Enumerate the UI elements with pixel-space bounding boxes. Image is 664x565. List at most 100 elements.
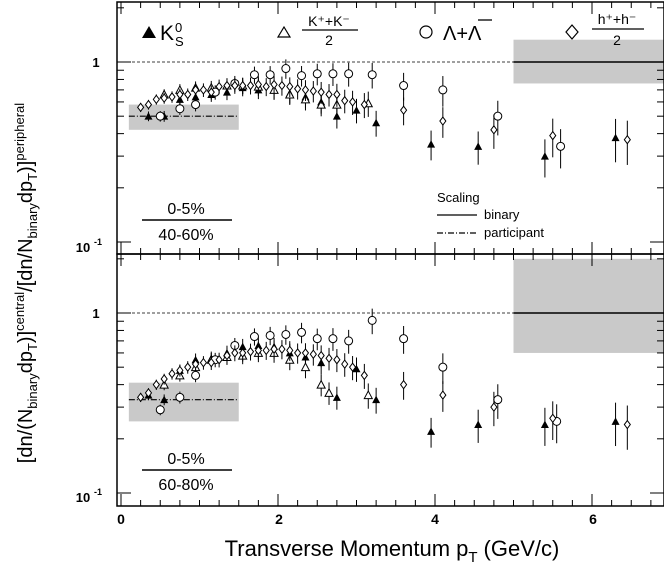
point-h-h-2 bbox=[301, 85, 310, 95]
point-k0s bbox=[332, 393, 341, 401]
legend-kpm-num: K⁺+K⁻ bbox=[308, 13, 350, 29]
point-lambda-antilambda bbox=[297, 327, 307, 337]
top-ytick-1: 1 bbox=[92, 55, 99, 70]
ylabel-p4: )] bbox=[15, 331, 37, 343]
point-h-h-2 bbox=[623, 134, 631, 145]
point-k0s bbox=[352, 364, 361, 373]
top-centrality-ratio: 0-5% 40-60% bbox=[142, 201, 232, 244]
point-h-h-2 bbox=[231, 80, 239, 91]
point-h-h-2 bbox=[348, 362, 357, 373]
legend-hpm-marker bbox=[565, 24, 579, 40]
legend-hpm-den: 2 bbox=[613, 32, 621, 48]
point-k0s bbox=[474, 142, 483, 150]
top-ratio-den: 40-60% bbox=[158, 227, 213, 244]
point-lambda-antilambda bbox=[175, 104, 185, 114]
point-lambda-antilambda bbox=[367, 315, 377, 325]
ylabel-p5: central bbox=[12, 292, 27, 331]
ylabel-p3: T bbox=[25, 343, 40, 351]
point-h-h-2 bbox=[160, 93, 168, 103]
point-h-h-2 bbox=[309, 86, 317, 96]
point-lambda-antilambda bbox=[265, 70, 275, 80]
point-h-h-2 bbox=[137, 392, 145, 403]
point-h-h-2 bbox=[317, 350, 325, 361]
point-h-h-2 bbox=[239, 80, 247, 91]
ylabel-p8: dp bbox=[15, 181, 37, 203]
ylabel-p11: peripheral bbox=[12, 103, 27, 161]
point-h-h-2 bbox=[191, 359, 200, 369]
point-h-h-2 bbox=[341, 95, 349, 106]
point-h-h-2 bbox=[191, 85, 200, 95]
point-lambda-antilambda bbox=[297, 71, 307, 81]
xtick-0: 0 bbox=[117, 511, 125, 527]
bottom-ytick-1: 1 bbox=[92, 306, 99, 321]
point-h-h-2 bbox=[270, 344, 278, 354]
top-panel-data bbox=[137, 59, 631, 178]
point-k-k-2 bbox=[316, 379, 327, 389]
point-h-h-2 bbox=[176, 89, 184, 100]
point-h-h-2 bbox=[360, 99, 368, 110]
point-h-h-2 bbox=[144, 99, 153, 110]
point-h-h-2 bbox=[168, 368, 176, 379]
legend-k0s-sub: S bbox=[175, 34, 184, 49]
point-h-h-2 bbox=[309, 349, 317, 360]
legend-k0s-marker bbox=[142, 26, 156, 38]
legend-kpm-den: 2 bbox=[325, 32, 333, 48]
point-h-h-2 bbox=[348, 97, 357, 107]
point-h-h-2 bbox=[246, 346, 255, 357]
x-axis-label-unit: (GeV/c) bbox=[484, 536, 560, 561]
point-h-h-2 bbox=[294, 83, 302, 94]
point-h-h-2 bbox=[262, 345, 270, 356]
point-lambda-antilambda bbox=[556, 141, 566, 151]
point-lambda-antilambda bbox=[493, 111, 503, 121]
point-h-h-2 bbox=[254, 345, 262, 356]
xtick-6: 6 bbox=[589, 511, 597, 527]
point-h-h-2 bbox=[490, 402, 498, 412]
point-lambda-antilambda bbox=[155, 405, 165, 415]
point-h-h-2 bbox=[301, 348, 310, 358]
point-lambda-antilambda bbox=[438, 362, 448, 372]
top-ytick-tenth: 10 -1 bbox=[76, 237, 102, 255]
top-ratio-num: 0-5% bbox=[167, 201, 204, 218]
point-h-h-2 bbox=[317, 87, 325, 97]
point-h-h-2 bbox=[184, 362, 192, 373]
point-h-h-2 bbox=[286, 345, 294, 356]
point-k0s bbox=[611, 417, 620, 425]
legend-k0s: K 0 S bbox=[142, 20, 184, 49]
point-h-h-2 bbox=[439, 390, 447, 400]
x-axis-label-main: Transverse Momentum p bbox=[225, 536, 469, 561]
point-h-h-2 bbox=[137, 102, 145, 113]
point-h-h-2 bbox=[231, 348, 239, 358]
point-h-h-2 bbox=[325, 353, 333, 364]
point-h-h-2 bbox=[199, 85, 208, 95]
point-h-h-2 bbox=[490, 124, 498, 135]
legend-k0s-label: K bbox=[160, 22, 174, 45]
point-h-h-2 bbox=[278, 344, 286, 354]
point-h-h-2 bbox=[325, 89, 333, 100]
bottom-ytick-tenth: 10 -1 bbox=[76, 487, 102, 505]
point-h-h-2 bbox=[294, 348, 302, 358]
ylabel-p9: T bbox=[25, 173, 40, 181]
point-h-h-2 bbox=[176, 365, 184, 376]
point-h-h-2 bbox=[399, 105, 408, 116]
legend: K 0 S K⁺+K⁻ 2 Λ+Λ h⁺+h⁻ 2 bbox=[142, 11, 644, 49]
bottom-ytick-tenth-exp: -1 bbox=[94, 487, 102, 497]
point-lambda-antilambda bbox=[399, 81, 409, 91]
point-h-h-2 bbox=[360, 370, 368, 381]
point-lambda-antilambda bbox=[493, 395, 503, 405]
ylabel-p6: /[dn/N bbox=[15, 238, 37, 291]
point-lambda-antilambda bbox=[281, 329, 291, 339]
legend-hpm-num: h⁺+h⁻ bbox=[598, 11, 637, 27]
point-h-h-2 bbox=[215, 354, 223, 365]
point-h-h-2 bbox=[399, 379, 408, 390]
y-axis-label-text: [dn/(NbinarydpT)]central/[dn/NbinarydpT)… bbox=[12, 103, 40, 463]
point-lambda-antilambda bbox=[344, 336, 354, 346]
xtick-2: 2 bbox=[275, 511, 283, 527]
point-k0s bbox=[540, 152, 549, 160]
point-lambda-antilambda bbox=[191, 370, 201, 380]
point-h-h-2 bbox=[144, 388, 153, 398]
point-k-k-2 bbox=[324, 387, 334, 397]
point-h-h-2 bbox=[223, 350, 231, 361]
point-h-h-2 bbox=[207, 87, 215, 97]
point-h-h-2 bbox=[199, 357, 208, 368]
point-lambda-antilambda bbox=[155, 111, 165, 121]
